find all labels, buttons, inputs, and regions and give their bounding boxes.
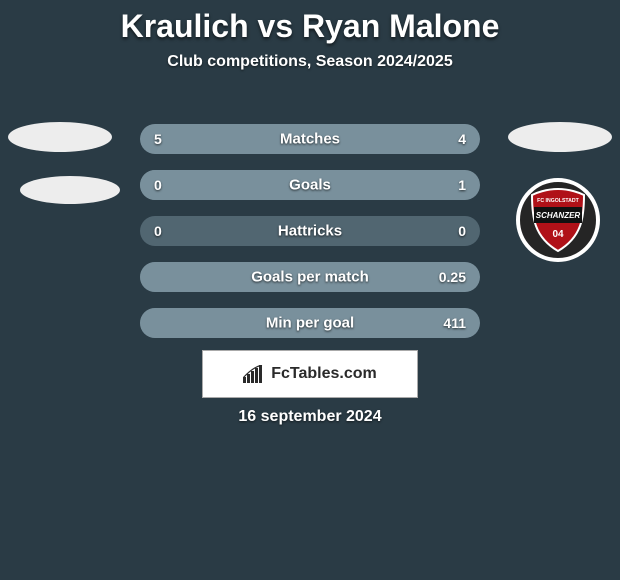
subtitle: Club competitions, Season 2024/2025 — [0, 53, 620, 71]
stat-label: Matches — [280, 131, 340, 148]
page-title: Kraulich vs Ryan Malone — [0, 0, 620, 45]
shield-icon: FC INGOLSTADT SCHANZER 04 — [528, 187, 588, 253]
badge-num-text: 04 — [552, 229, 564, 240]
stat-right-value: 0.25 — [439, 269, 466, 285]
stat-right-value: 4 — [458, 131, 466, 147]
stat-label: Goals — [289, 177, 331, 194]
badge-top-text: FC INGOLSTADT — [537, 198, 580, 204]
stat-row: Goals per match 0.25 — [140, 262, 480, 292]
stat-left-value: 0 — [154, 223, 162, 239]
player2-club-badge: FC INGOLSTADT SCHANZER 04 — [516, 178, 600, 262]
date-text: 16 september 2024 — [238, 408, 381, 426]
player1-club-placeholder — [20, 176, 120, 204]
stat-row: Matches 5 4 — [140, 124, 480, 154]
stat-row: Min per goal 411 — [140, 308, 480, 338]
stat-right-value: 411 — [443, 315, 466, 331]
stat-right-value: 1 — [458, 177, 466, 193]
footer-brand-text: FcTables.com — [271, 365, 377, 383]
stat-left-value: 5 — [154, 131, 162, 147]
stat-right-value: 0 — [458, 223, 466, 239]
footer-brand-box: FcTables.com — [202, 350, 418, 398]
badge-mid-text: SCHANZER — [536, 211, 581, 220]
stat-label: Hattricks — [278, 223, 342, 240]
stat-label: Min per goal — [266, 315, 354, 332]
stat-label: Goals per match — [251, 269, 369, 286]
stat-row: Hattricks 0 0 — [140, 216, 480, 246]
player2-avatar-placeholder — [508, 122, 612, 152]
comparison-bars: Matches 5 4 Goals 0 1 Hattricks 0 0 Goals per mat… — [140, 124, 480, 354]
bar-chart-icon — [243, 365, 265, 383]
player1-avatar-placeholder — [8, 122, 112, 152]
stat-left-value: 0 — [154, 177, 162, 193]
stat-row: Goals 0 1 — [140, 170, 480, 200]
